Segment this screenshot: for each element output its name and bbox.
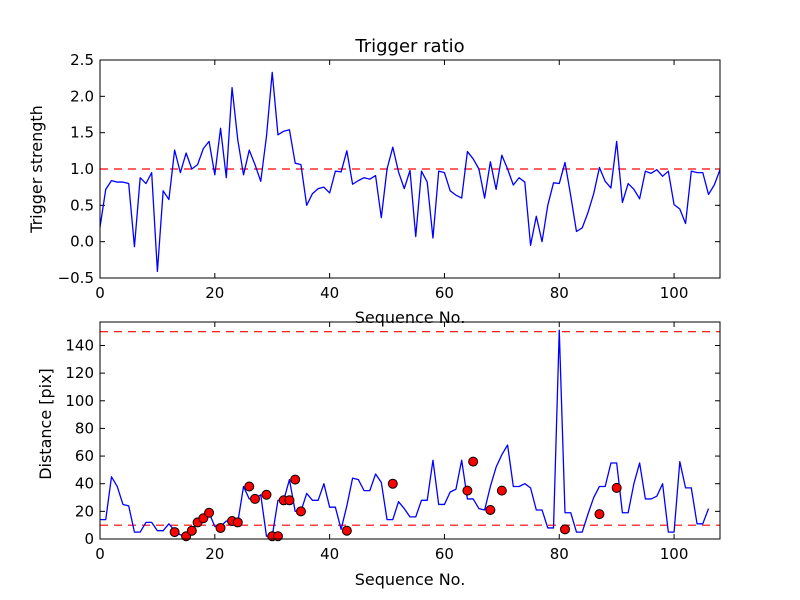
flagged-point-marker — [284, 495, 295, 506]
y-tick-label: 0.5 — [70, 196, 94, 214]
distance-panel: Distance [pix] Sequence No. 0 20 40 60 80 100… — [36, 321, 721, 589]
flagged-point-marker — [594, 509, 605, 520]
x-tick-label: 40 — [320, 284, 339, 302]
y-tick-label: 0.0 — [70, 233, 94, 251]
flagged-point-marker — [462, 485, 473, 496]
y-tick-label: 40 — [75, 475, 94, 493]
distance-ylabel: Distance [pix] — [36, 368, 55, 480]
flagged-point-marker — [250, 493, 260, 504]
bottom-panel-xlabel: Sequence No. — [355, 570, 466, 589]
flagged-point-marker — [232, 517, 243, 528]
x-tick-label: 100 — [660, 545, 689, 563]
trigger-ratio-panel: Trigger ratio Trigger strength Sequence … — [27, 36, 721, 327]
y-tick-label: 80 — [75, 419, 94, 437]
flagged-point-marker — [560, 524, 570, 535]
y-tick-label: 20 — [75, 502, 94, 520]
flagged-point-marker — [204, 507, 215, 518]
flagged-point-marker — [244, 481, 255, 492]
flagged-point-marker — [290, 474, 301, 485]
flagged-point-marker — [272, 531, 283, 542]
flagged-point-marker — [341, 525, 352, 536]
flagged-point-marker — [468, 456, 479, 467]
top-plot-frame — [99, 59, 721, 279]
y-tick-label: 2.5 — [70, 51, 94, 69]
flagged-point-marker — [295, 506, 306, 517]
x-tick-label: 20 — [205, 284, 224, 302]
y-tick-label: 1.5 — [70, 124, 94, 142]
y-tick-label: −0.5 — [58, 269, 94, 287]
flagged-point-marker — [496, 485, 507, 496]
x-tick-label: 0 — [95, 284, 105, 302]
y-tick-label: 100 — [65, 392, 94, 410]
y-tick-label: 1.0 — [70, 160, 94, 178]
trigger-strength-ylabel: Trigger strength — [27, 105, 46, 234]
x-tick-label: 80 — [550, 284, 569, 302]
y-tick-label: 60 — [75, 447, 94, 465]
x-tick-label: 100 — [660, 284, 689, 302]
flagged-point-marker — [387, 478, 398, 489]
flagged-point-marker — [215, 522, 226, 533]
flagged-point-marker — [485, 504, 496, 515]
bottom-plot-frame — [99, 321, 721, 540]
flagged-point-marker — [611, 482, 622, 493]
top-panel-xlabel: Sequence No. — [355, 308, 466, 327]
x-tick-label: 80 — [550, 545, 569, 563]
y-tick-label: 140 — [65, 336, 94, 354]
x-tick-label: 20 — [205, 545, 224, 563]
series-line-trigger-strength — [99, 71, 721, 273]
x-tick-label: 60 — [435, 284, 454, 302]
y-tick-label: 120 — [65, 364, 94, 382]
flagged-point-marker — [169, 527, 180, 538]
trigger-ratio-title: Trigger ratio — [354, 36, 464, 57]
x-tick-label: 40 — [320, 545, 339, 563]
flagged-point-marker — [261, 489, 272, 500]
x-tick-label: 0 — [95, 545, 105, 563]
flagged-point-marker — [186, 525, 197, 536]
x-tick-label: 60 — [435, 545, 454, 563]
y-tick-label: 0 — [84, 530, 94, 548]
y-tick-label: 2.0 — [70, 87, 94, 105]
